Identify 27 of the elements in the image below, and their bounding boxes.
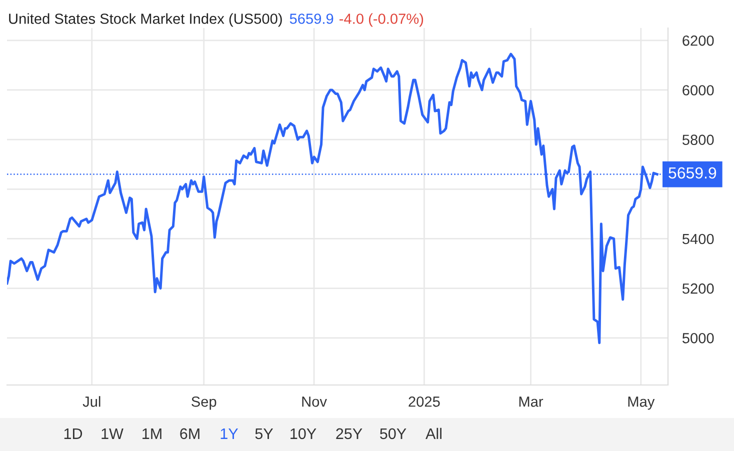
x-tick-label: Nov [302, 396, 327, 407]
y-tick-label: 5000 [682, 332, 714, 344]
y-tick-label: 6000 [682, 85, 714, 96]
x-tick-label: 2025 [408, 396, 440, 407]
text: 25Y [336, 428, 362, 440]
text: 1D [64, 428, 82, 439]
y-tick-label: 5800 [682, 134, 714, 145]
chart-title: United States Stock Market Index (US500) [9, 13, 282, 27]
text: 5659.9 [290, 14, 334, 24]
text: 10Y [290, 428, 316, 440]
ref-line-label: 5659.9 [668, 167, 716, 179]
text: 5Y [255, 428, 274, 440]
y-tick-label: 6200 [682, 35, 714, 46]
x-tick-label: Sep [192, 396, 216, 410]
y-tick-label: 5200 [682, 283, 714, 294]
line-series [7, 52, 658, 344]
y-tick-label: 5400 [682, 234, 714, 244]
x-tick-label: May [628, 396, 655, 410]
text: 1M [142, 428, 162, 439]
text: 1Y [220, 428, 238, 439]
text: -4.0 (-0.07%) [340, 13, 424, 27]
text: 50Y [380, 428, 406, 440]
text: 6M [180, 428, 200, 440]
text: 1W [102, 428, 124, 439]
x-tick-label: Mar [519, 396, 544, 407]
text: All [426, 428, 442, 439]
x-tick-label: Jul [82, 396, 100, 407]
